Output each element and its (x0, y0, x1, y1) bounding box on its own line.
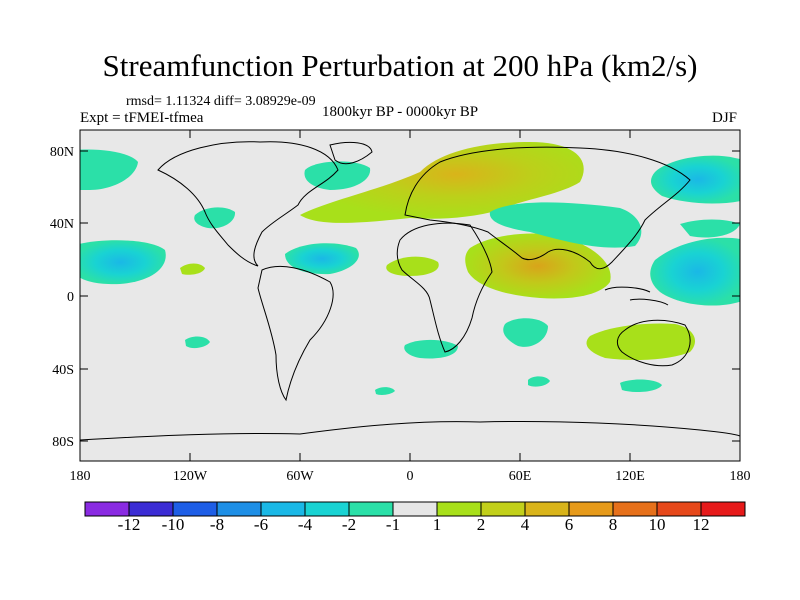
colorbar-swatch (84, 501, 130, 517)
negative-anomaly-west-pacific (650, 237, 740, 306)
colorbar-swatch (260, 501, 306, 517)
colorbar-label: -12 (118, 515, 141, 534)
colorbar-label: 1 (433, 515, 442, 534)
lon-label: 180 (730, 469, 751, 484)
negative-anomaly-southern-ocean-1 (620, 379, 662, 393)
coastline-north-america (157, 141, 339, 267)
experiment-label: Expt = tFMEI-tfmea (80, 110, 204, 126)
negative-anomaly-indian-ocean (503, 318, 548, 347)
colorbar-swatch (216, 501, 262, 517)
positive-anomaly-mid-pacific (180, 263, 205, 275)
colorbar-labels: -12 -10 -8 -6 -4 -2 -1 1 2 4 6 8 10 12 (118, 515, 710, 534)
period-label: 1800kyr BP - 0000kyr BP (322, 104, 479, 120)
colorbar-label: 10 (649, 515, 666, 534)
colorbar-label: 8 (609, 515, 618, 534)
stats-text: rmsd= 1.11324 diff= 3.08929e-09 (126, 94, 316, 109)
lat-label: 40S (52, 363, 74, 378)
negative-anomaly-south-atlantic (404, 339, 458, 359)
season-label: DJF (712, 110, 738, 126)
colorbar-label: 6 (565, 515, 574, 534)
lon-label: 120E (615, 469, 645, 484)
axis-ticks (80, 130, 740, 461)
colorbar-swatch (304, 501, 350, 517)
lon-label: 180 (70, 469, 91, 484)
coastline-australia (617, 319, 691, 367)
positive-anomaly-australia (586, 323, 695, 360)
colorbar-label: -1 (386, 515, 400, 534)
colorbar-swatch (436, 501, 482, 517)
lat-label: 40N (50, 217, 74, 232)
colorbar-swatch (348, 501, 394, 517)
coastline-eurasia (404, 146, 691, 270)
colorbar-swatch (612, 501, 658, 517)
positive-anomaly-europe (300, 142, 584, 223)
coastline-indonesia (604, 286, 669, 306)
positive-anomaly-south-asia (465, 233, 611, 299)
colorbar-swatch (480, 501, 526, 517)
negative-anomaly-south-pacific (185, 336, 210, 349)
colorbar-swatch (128, 501, 174, 517)
negative-anomaly-north-pacific-east (650, 155, 740, 204)
colorbar-label: 2 (477, 515, 486, 534)
coastlines (80, 141, 740, 441)
negative-anomaly-southern-ocean-2 (528, 376, 550, 387)
colorbar (84, 501, 746, 517)
colorbar-swatch (524, 501, 570, 517)
colorbar-label: -10 (162, 515, 185, 534)
colorbar-label: -8 (210, 515, 224, 534)
negative-anomaly-north-america (194, 207, 236, 229)
longitude-labels: 180 120W 60W 0 60E 120E 180 (70, 469, 751, 484)
lon-label: 0 (407, 469, 414, 484)
negative-anomaly-north-pacific-mid (680, 219, 740, 238)
colorbar-swatch (656, 501, 702, 517)
colorbar-label: 12 (693, 515, 710, 534)
negative-anomaly-southern-ocean-3 (375, 387, 395, 395)
colorbar-label: -6 (254, 515, 268, 534)
map-title: Streamfunction Perturbation at 200 hPa (… (102, 48, 698, 83)
negative-anomaly-north-pacific-west (80, 149, 138, 190)
colorbar-swatch (392, 501, 438, 517)
lon-label: 60E (509, 469, 532, 484)
positive-anomaly-atlantic (386, 256, 439, 276)
colorbar-label: -2 (342, 515, 356, 534)
lat-label: 80N (50, 145, 74, 160)
coastline-africa (396, 222, 493, 353)
anomaly-fields (80, 142, 740, 395)
negative-anomaly-north-atlantic (304, 161, 371, 190)
colorbar-swatch (700, 501, 746, 517)
colorbar-swatch (568, 501, 614, 517)
negative-anomaly-central-asia (489, 202, 642, 248)
colorbar-label: 4 (521, 515, 530, 534)
negative-anomaly-east-pacific (80, 240, 166, 285)
colorbar-swatch (172, 501, 218, 517)
colorbar-label: -4 (298, 515, 313, 534)
coastline-antarctica (80, 420, 740, 441)
lon-label: 60W (286, 469, 314, 484)
lat-label: 80S (52, 435, 74, 450)
coastline-greenland (329, 141, 373, 165)
lon-label: 120W (173, 469, 208, 484)
latitude-labels: 80N 40N 0 40S 80S (50, 145, 74, 450)
lat-label: 0 (67, 290, 74, 305)
coastline-south-america (257, 265, 334, 402)
negative-anomaly-south-america (285, 243, 359, 275)
